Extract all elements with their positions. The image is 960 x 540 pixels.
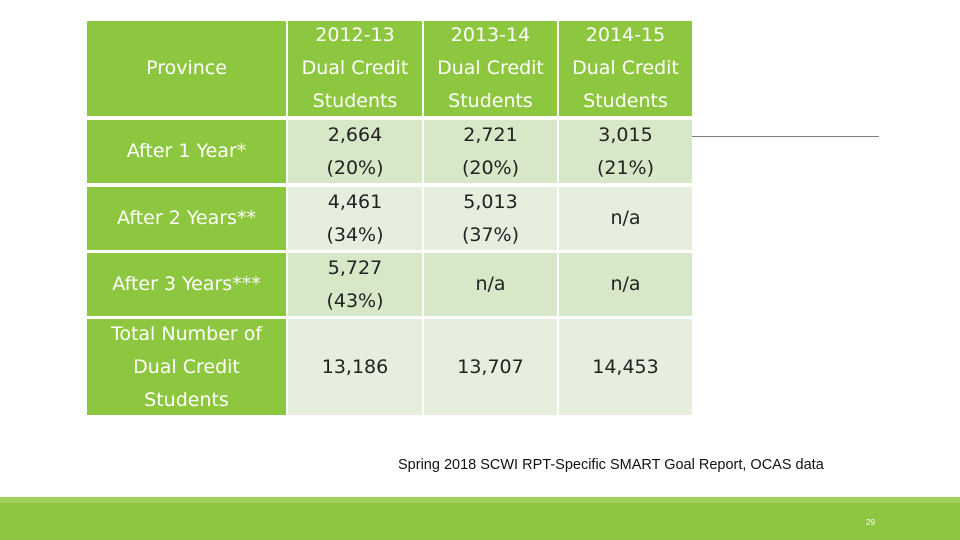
cell-after-2-years-2013-14: 5,013 (37%) (424, 187, 557, 250)
header-line: Dual Credit (437, 57, 544, 79)
header-2013-14: 2013-14 Dual Credit Students (424, 21, 557, 116)
cell-after-2-years-2014-15: n/a (559, 187, 692, 250)
cell-value: 2,721 (463, 123, 518, 146)
footer-accent-strip (0, 497, 960, 503)
footer-bar (0, 503, 960, 540)
source-note: Spring 2018 SCWI RPT-Specific SMART Goal… (398, 457, 824, 473)
cell-value: 13,186 (321, 355, 389, 378)
cell-after-3-years-2014-15: n/a (559, 253, 692, 316)
cell-after-1-year-2014-15: 3,015 (21%) (559, 120, 692, 183)
cell-value: 13,707 (457, 355, 524, 378)
cell-percent: (34%) (326, 223, 384, 246)
cell-value: n/a (610, 273, 641, 295)
cell-value: 5,013 (463, 190, 518, 213)
cell-after-1-year-2013-14: 2,721 (20%) (424, 120, 557, 183)
cell-total-2014-15: 14,453 (559, 319, 692, 415)
cell-percent: (20%) (461, 156, 520, 179)
cell-value: 4,461 (327, 190, 383, 213)
header-line: Dual Credit (572, 57, 679, 79)
divider-line (692, 136, 879, 137)
cell-after-3-years-2012-13: 5,727 (43%) (288, 253, 422, 316)
cell-after-2-years-2012-13: 4,461 (34%) (288, 187, 422, 250)
row-label-line: After 1 Year* (126, 140, 247, 162)
header-line: Students (448, 90, 533, 112)
row-label-line: Dual Credit (133, 355, 240, 378)
header-line: 2013-14 (450, 24, 531, 46)
header-2012-13: 2012-13 Dual Credit Students (288, 21, 422, 116)
cell-after-3-years-2013-14: n/a (424, 253, 557, 316)
header-province: Province (87, 21, 286, 116)
row-label-total: Total Number of Dual Credit Students (87, 319, 286, 415)
header-2014-15: 2014-15 Dual Credit Students (559, 21, 692, 116)
cell-percent: (37%) (461, 223, 520, 246)
cell-percent: (21%) (596, 156, 655, 179)
row-label-line: Total Number of (110, 322, 263, 345)
cell-value: n/a (475, 273, 506, 295)
row-label-line: After 3 Years*** (112, 273, 261, 295)
cell-value: 14,453 (592, 355, 659, 378)
header-line: Students (312, 90, 398, 112)
page-number: 29 (866, 518, 875, 527)
row-label-after-3-years: After 3 Years*** (87, 253, 286, 316)
header-line: 2012-13 (315, 24, 395, 46)
cell-total-2013-14: 13,707 (424, 319, 557, 415)
row-label-line: After 2 Years** (117, 207, 256, 229)
header-line: Students (583, 90, 668, 112)
cell-value: 5,727 (327, 256, 383, 279)
header-line: Province (146, 57, 227, 79)
header-line: Dual Credit (301, 57, 409, 79)
header-line: 2014-15 (585, 24, 666, 46)
row-label-after-2-years: After 2 Years** (87, 187, 286, 250)
cell-value: 2,664 (327, 123, 383, 146)
cell-total-2012-13: 13,186 (288, 319, 422, 415)
cell-percent: (20%) (326, 156, 384, 179)
row-label-after-1-year: After 1 Year* (87, 120, 286, 183)
cell-value: 3,015 (598, 123, 653, 146)
cell-percent: (43%) (326, 289, 384, 312)
cell-after-1-year-2012-13: 2,664 (20%) (288, 120, 422, 183)
row-label-line: Students (144, 388, 229, 411)
cell-value: n/a (610, 207, 641, 229)
